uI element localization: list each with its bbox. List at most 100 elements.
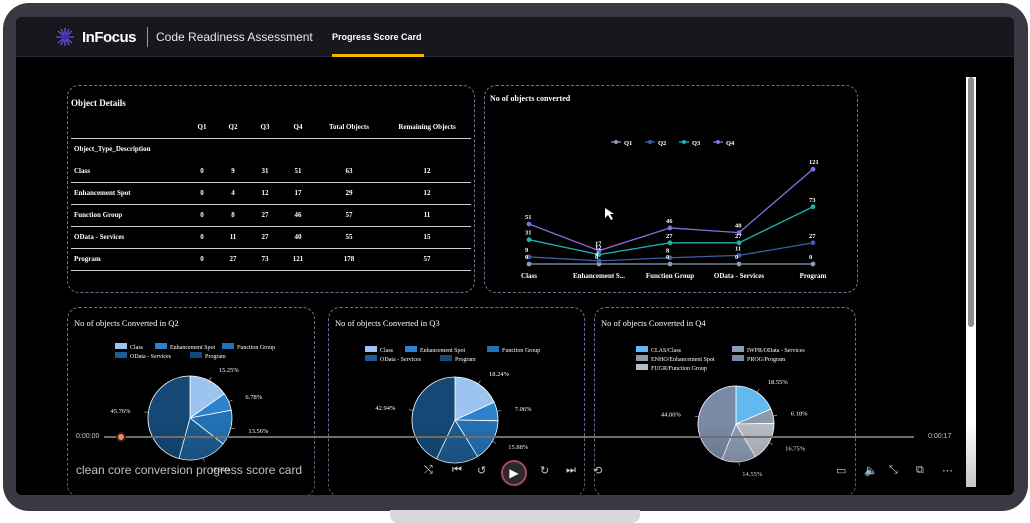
table-cell: 57	[315, 204, 383, 227]
object-details-table: Q1 Q2 Q3 Q4 Total Objects Remaining Obje…	[71, 116, 471, 271]
table-cell: 55	[315, 226, 383, 249]
table-row: Function Group 0 8 27 46 57 11	[71, 204, 471, 227]
seek-handle[interactable]	[116, 432, 126, 442]
table-cell: 46	[281, 204, 315, 227]
objects-converted-panel: No of objects converted Q1 Q2 Q3 Q4 51 31 9 0 17 4…	[484, 85, 858, 293]
scrollbar-thumb[interactable]	[968, 77, 974, 327]
data-point	[526, 221, 532, 227]
legend-label: PROG/Program	[747, 357, 786, 363]
x-axis-tick-label: Function Group	[646, 272, 694, 280]
table-cell: 9	[217, 160, 249, 183]
legend-label: Function Group	[237, 345, 275, 351]
mouse-cursor-icon	[605, 208, 614, 220]
slice-label: 18.55%	[768, 379, 789, 386]
data-label: 121	[809, 159, 819, 166]
pie-slice	[454, 376, 495, 421]
type-header-label: Object_Type_Description	[74, 145, 151, 154]
data-label: 0	[595, 254, 598, 261]
brand-logo[interactable]: InFocus	[52, 27, 137, 47]
legend-swatch-marker	[716, 140, 720, 144]
data-point	[736, 252, 742, 258]
pie-title: No of objects Converted in Q3	[335, 318, 440, 328]
data-point	[667, 261, 673, 267]
x-axis-tick-label: Class	[521, 272, 537, 280]
legend-swatch	[155, 343, 167, 349]
subtitles-icon[interactable]: ▭	[836, 465, 847, 477]
slice-label: 16.75%	[785, 445, 806, 452]
data-label: 4	[595, 251, 599, 258]
data-point	[526, 254, 532, 260]
table-cell: 29	[315, 182, 383, 205]
slice-leader-line	[202, 457, 205, 462]
legend-swatch	[365, 355, 377, 361]
table-cell: 73	[249, 248, 281, 271]
tab-progress-score-card[interactable]: Progress Score Card	[332, 32, 422, 42]
table-cell: 63	[315, 160, 383, 183]
legend-label: Q1	[624, 140, 632, 147]
table-cell: 51	[281, 160, 315, 183]
data-label: 12	[595, 245, 602, 252]
data-label: 0	[525, 254, 528, 261]
next-icon[interactable]: ⏭	[566, 464, 576, 476]
data-point	[736, 261, 742, 267]
shuffle-icon[interactable]: ⤭	[424, 464, 433, 476]
seek-bar[interactable]	[104, 436, 914, 438]
vertical-scrollbar[interactable]	[966, 77, 976, 487]
legend-swatch	[487, 346, 499, 352]
slice-label: 14.55%	[742, 471, 763, 478]
slice-label: 42.94%	[375, 405, 396, 412]
data-point	[810, 204, 816, 210]
table-cell: 57	[383, 248, 471, 271]
table-header-q4: Q4	[281, 116, 315, 139]
miniplayer-icon[interactable]: ⧉	[916, 464, 924, 476]
legend-swatch-marker	[614, 140, 618, 144]
data-label: 27	[809, 233, 816, 240]
data-point	[596, 258, 602, 264]
collapse-icon[interactable]: ⤡	[889, 464, 898, 476]
data-point	[736, 230, 742, 236]
table-cell: 12	[249, 182, 281, 205]
forward-icon[interactable]: ↻	[540, 465, 550, 477]
table-type-header-row: Object_Type_Description	[71, 138, 471, 160]
data-point	[526, 237, 532, 243]
table-cell: 0	[187, 248, 217, 271]
legend-label: Enhancement Spot	[420, 348, 465, 354]
table-cell: 27	[249, 204, 281, 227]
current-time: 0:00:00	[76, 433, 100, 440]
data-point	[667, 225, 673, 231]
q4-pie-panel: No of objects Converted in Q4 CLAS/Class E…	[594, 307, 856, 495]
rewind-icon[interactable]: ↺	[477, 465, 487, 477]
data-label: 0	[809, 254, 812, 261]
table-cell: 0	[187, 226, 217, 249]
data-label: 0	[735, 254, 738, 261]
volume-icon[interactable]: 🔈	[864, 465, 878, 477]
legend-swatch	[732, 346, 744, 352]
pie-title: No of objects Converted in Q4	[601, 318, 706, 328]
legend-label: Program	[455, 357, 476, 363]
slice-leader-line	[769, 442, 773, 445]
previous-icon[interactable]: ⏮	[452, 464, 462, 476]
table-header-total: Total Objects	[315, 116, 383, 139]
slice-label: 6.18%	[791, 411, 808, 418]
legend-swatch	[365, 346, 377, 352]
slice-leader-line	[773, 414, 778, 417]
legend-label: Q2	[658, 140, 666, 147]
slice-label: 15.25%	[219, 367, 240, 374]
pie-slice	[697, 385, 737, 460]
row-label: Program	[71, 248, 187, 271]
q3-pie-panel: No of objects Converted in Q3 Class Enhanc…	[328, 307, 585, 495]
table-cell: 12	[383, 182, 471, 205]
slice-leader-line	[694, 415, 699, 418]
repeat-icon[interactable]: ⟲	[593, 465, 603, 477]
table-cell: 4	[217, 182, 249, 205]
table-cell: 40	[281, 226, 315, 249]
legend-label: Class	[380, 348, 394, 354]
slice-label: 6.78%	[245, 394, 262, 401]
play-button[interactable]: ▶	[501, 460, 527, 486]
infocus-logo-icon	[56, 28, 74, 46]
table-header-type	[71, 116, 187, 139]
legend-label: Q3	[692, 140, 701, 147]
more-options-icon[interactable]: ⋯	[942, 465, 953, 477]
legend-swatch	[115, 352, 127, 358]
table-cell: 27	[217, 248, 249, 271]
